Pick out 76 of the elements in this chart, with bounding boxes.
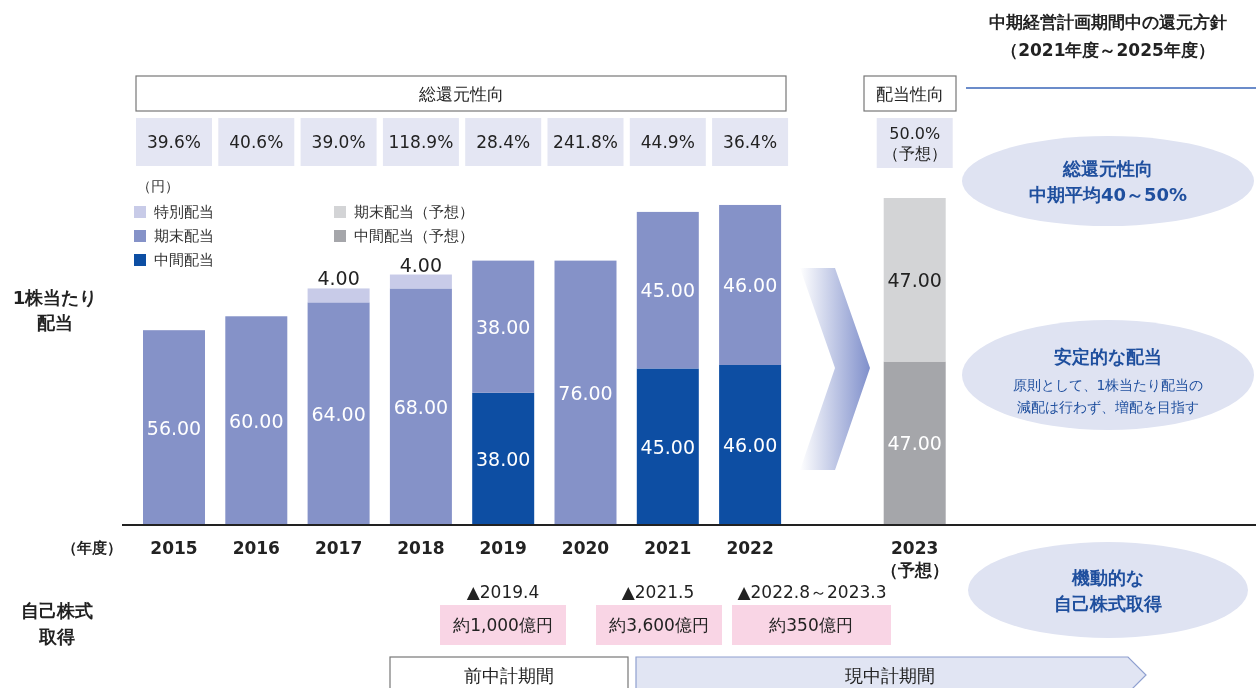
bar bbox=[307, 302, 370, 525]
legend-label: 中間配当 bbox=[154, 251, 214, 269]
data-label: 4.00 bbox=[317, 267, 360, 290]
text: 40.6% bbox=[229, 132, 284, 152]
text: 取得 bbox=[38, 625, 75, 647]
data-label: 56.00 bbox=[146, 416, 202, 439]
bar bbox=[719, 204, 782, 365]
bar bbox=[472, 392, 535, 525]
bar bbox=[389, 288, 452, 525]
bar bbox=[472, 260, 535, 393]
bar bbox=[307, 288, 370, 303]
x-tick-label: 2021 bbox=[644, 538, 692, 558]
legend-label: 特別配当 bbox=[154, 203, 214, 221]
text: 配当 bbox=[37, 311, 73, 333]
text: 中期経営計画期間中の還元方針 bbox=[989, 12, 1227, 32]
data-label: 45.00 bbox=[640, 435, 695, 458]
text: 前中計期間 bbox=[464, 664, 554, 686]
x-tick-label: 2015 bbox=[150, 538, 198, 558]
x-tick-label: 2019 bbox=[479, 538, 527, 558]
data-label: 38.00 bbox=[476, 447, 531, 470]
text: （円） bbox=[137, 178, 179, 194]
data-label: 47.00 bbox=[887, 268, 942, 291]
text: 約3,600億円 bbox=[609, 615, 709, 635]
data-label: 46.00 bbox=[722, 433, 778, 456]
text: 39.6% bbox=[146, 132, 202, 152]
data-label: 46.00 bbox=[722, 273, 778, 296]
text: ▲2022.8～2023.3 bbox=[737, 582, 887, 602]
x-tick-label: 2020 bbox=[561, 538, 610, 558]
text: 配当性向 bbox=[876, 84, 944, 104]
data-label: 68.00 bbox=[393, 395, 449, 418]
data-label: 47.00 bbox=[887, 432, 942, 455]
text: ▲2019.4 bbox=[466, 582, 540, 602]
text: 28.4% bbox=[476, 132, 531, 152]
data-label: 38.00 bbox=[476, 315, 531, 338]
text: 36.4% bbox=[723, 132, 778, 152]
data-label: 60.00 bbox=[229, 409, 284, 432]
text: ▲2021.5 bbox=[621, 582, 695, 602]
x-tick-label: 2018 bbox=[397, 538, 445, 558]
legend-label: 中間配当（予想） bbox=[354, 227, 474, 245]
x-tick-label: 2016 bbox=[232, 538, 280, 558]
data-label: 4.00 bbox=[399, 253, 443, 276]
text: 中期平均40～50% bbox=[1028, 183, 1188, 205]
text: 総還元性向 bbox=[1062, 157, 1153, 179]
text: 現中計期間 bbox=[845, 664, 935, 686]
text: 44.9% bbox=[640, 132, 695, 152]
bar bbox=[389, 274, 452, 289]
bar bbox=[636, 211, 699, 369]
text: 安定的な配当 bbox=[1054, 345, 1162, 367]
legend-label: 期末配当 bbox=[154, 227, 214, 245]
text: 118.9% bbox=[388, 132, 454, 152]
x-tick-label: 2022 bbox=[726, 538, 774, 558]
data-label: 76.00 bbox=[558, 381, 613, 404]
data-label: 45.00 bbox=[640, 279, 695, 302]
bar bbox=[554, 260, 617, 525]
text: 減配は行わず、増配を目指す bbox=[1017, 399, 1199, 415]
bar bbox=[225, 316, 288, 525]
legend-label: 期末配当（予想） bbox=[354, 203, 474, 221]
bar bbox=[143, 330, 205, 525]
text: 機動的な bbox=[1071, 566, 1144, 588]
x-axis-title: （年度） bbox=[62, 539, 122, 557]
text: 39.0% bbox=[311, 132, 366, 152]
text: 原則として、1株当たり配当の bbox=[1012, 377, 1204, 393]
bar bbox=[636, 368, 699, 525]
text: 50.0% （予想） bbox=[882, 123, 947, 163]
x-tick-label: 2023 （予想） bbox=[880, 538, 949, 580]
x-tick-label: 2017 bbox=[314, 538, 363, 558]
text: 自己株式 bbox=[21, 599, 93, 621]
bar bbox=[719, 364, 782, 525]
text: 総還元性向 bbox=[417, 84, 504, 104]
text: 241.8% bbox=[553, 132, 618, 152]
text: 1株当たり bbox=[12, 286, 98, 308]
data-label: 64.00 bbox=[311, 402, 366, 425]
text: 約350億円 bbox=[769, 615, 853, 635]
text: （2021年度～2025年度） bbox=[1001, 40, 1215, 60]
text: 自己株式取得 bbox=[1054, 592, 1162, 614]
text: 約1,000億円 bbox=[453, 615, 553, 635]
